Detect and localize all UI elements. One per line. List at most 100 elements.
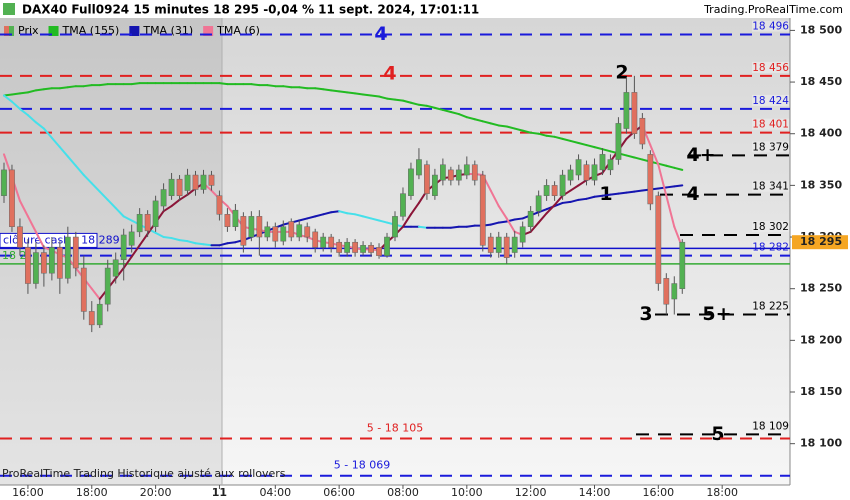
candle-body [368,245,374,253]
candle-body [128,231,135,246]
line-segment [593,146,604,151]
line-segment [154,231,165,239]
line-segment [665,194,676,228]
candle-body [575,159,582,176]
line-segment [178,193,189,201]
line-segment [673,166,684,171]
candle-body [240,216,247,246]
line-segment [577,197,588,201]
line-segment [18,91,29,95]
line-segment [74,164,85,177]
candle-body [112,259,119,277]
line-segment [577,142,588,147]
candle-body [655,195,662,284]
footer: ProRealTime Trading Historique ajusté au… [2,467,286,480]
level-label: 18 496 [752,21,789,33]
candle-body [288,221,295,238]
line-segment [537,208,548,214]
header-icon [3,3,15,15]
line-segment [362,93,373,97]
level-label: 18 341 [752,181,789,193]
candle-body [384,236,390,256]
line-segment [465,224,476,228]
level-label-bg [752,220,789,232]
line-segment [106,198,117,210]
line-segment [585,195,596,200]
line-segment [569,184,580,192]
candle-body [72,236,79,269]
line-segment [569,198,580,203]
level-tag: 4 [374,23,387,45]
line-segment [306,215,317,220]
candle-body [647,154,654,205]
line-segment [10,92,21,96]
y-tick-label: 18 250 [800,282,842,295]
legend-swatch [9,26,14,36]
level-label-bg [752,241,789,253]
line-segment [521,129,532,134]
x-tick-label: 10:00 [451,486,483,499]
level-label-bg [752,141,789,153]
source: Trading.ProRealTime.com [703,3,843,16]
line-segment [633,156,644,161]
line-segment [529,131,540,135]
candle-body [631,92,638,134]
line-segment [2,94,13,103]
candle-body [352,241,358,253]
line-segment [162,236,173,240]
x-tick-label: 11 [212,486,227,499]
candle-body [583,164,590,181]
candle-body [392,216,398,238]
line-segment [601,148,612,153]
candle-body [96,303,103,326]
x-tick-label: 18:00 [76,486,108,499]
line-segment [34,230,45,249]
level-label-bg [752,94,789,106]
header-background [0,0,850,18]
candle-body [104,267,111,305]
chart-title: DAX40 Full0924 15 minutes 18 295 -0,04 %… [22,3,479,17]
last-price-label: 18 295 [800,235,842,248]
line-segment [481,120,492,125]
level-label-bg [752,420,789,432]
line-segment [82,174,93,185]
line-segment [553,135,564,140]
candle-body [64,236,71,279]
candle-body [256,216,263,238]
line-segment [593,194,604,198]
candle-body [376,247,382,256]
last-price-box [792,235,848,250]
candle-body [559,174,566,196]
x-tick-label: 16:00 [642,486,674,499]
candle-body [503,236,510,258]
candle-body [599,154,606,171]
legend-swatch [129,26,140,36]
candle-body [607,159,614,171]
candle-body [17,226,23,248]
line-segment [42,127,53,139]
line-segment [401,213,412,228]
candle-body [56,247,63,279]
level-label: 18 379 [752,141,789,153]
line-segment [561,137,572,142]
line-segment [66,85,77,89]
line-segment [505,217,516,233]
line-segment [370,217,381,222]
line-segment [537,132,548,137]
line-segment [186,240,197,245]
line-segment [497,124,508,128]
candle-body [320,236,327,248]
line-segment [505,125,516,130]
candle-body [400,193,406,217]
line-segment [26,89,37,94]
y-tick-label: 18 200 [800,333,842,346]
x-tick-label: 14:00 [579,486,611,499]
level-tag: 1 [599,183,612,205]
line-segment [378,95,389,100]
candle-body [41,252,47,274]
line-segment [130,82,141,86]
line-segment [82,84,93,88]
candle-body [25,247,31,284]
line-segment [417,225,428,229]
level-label: 18 401 [752,119,789,131]
